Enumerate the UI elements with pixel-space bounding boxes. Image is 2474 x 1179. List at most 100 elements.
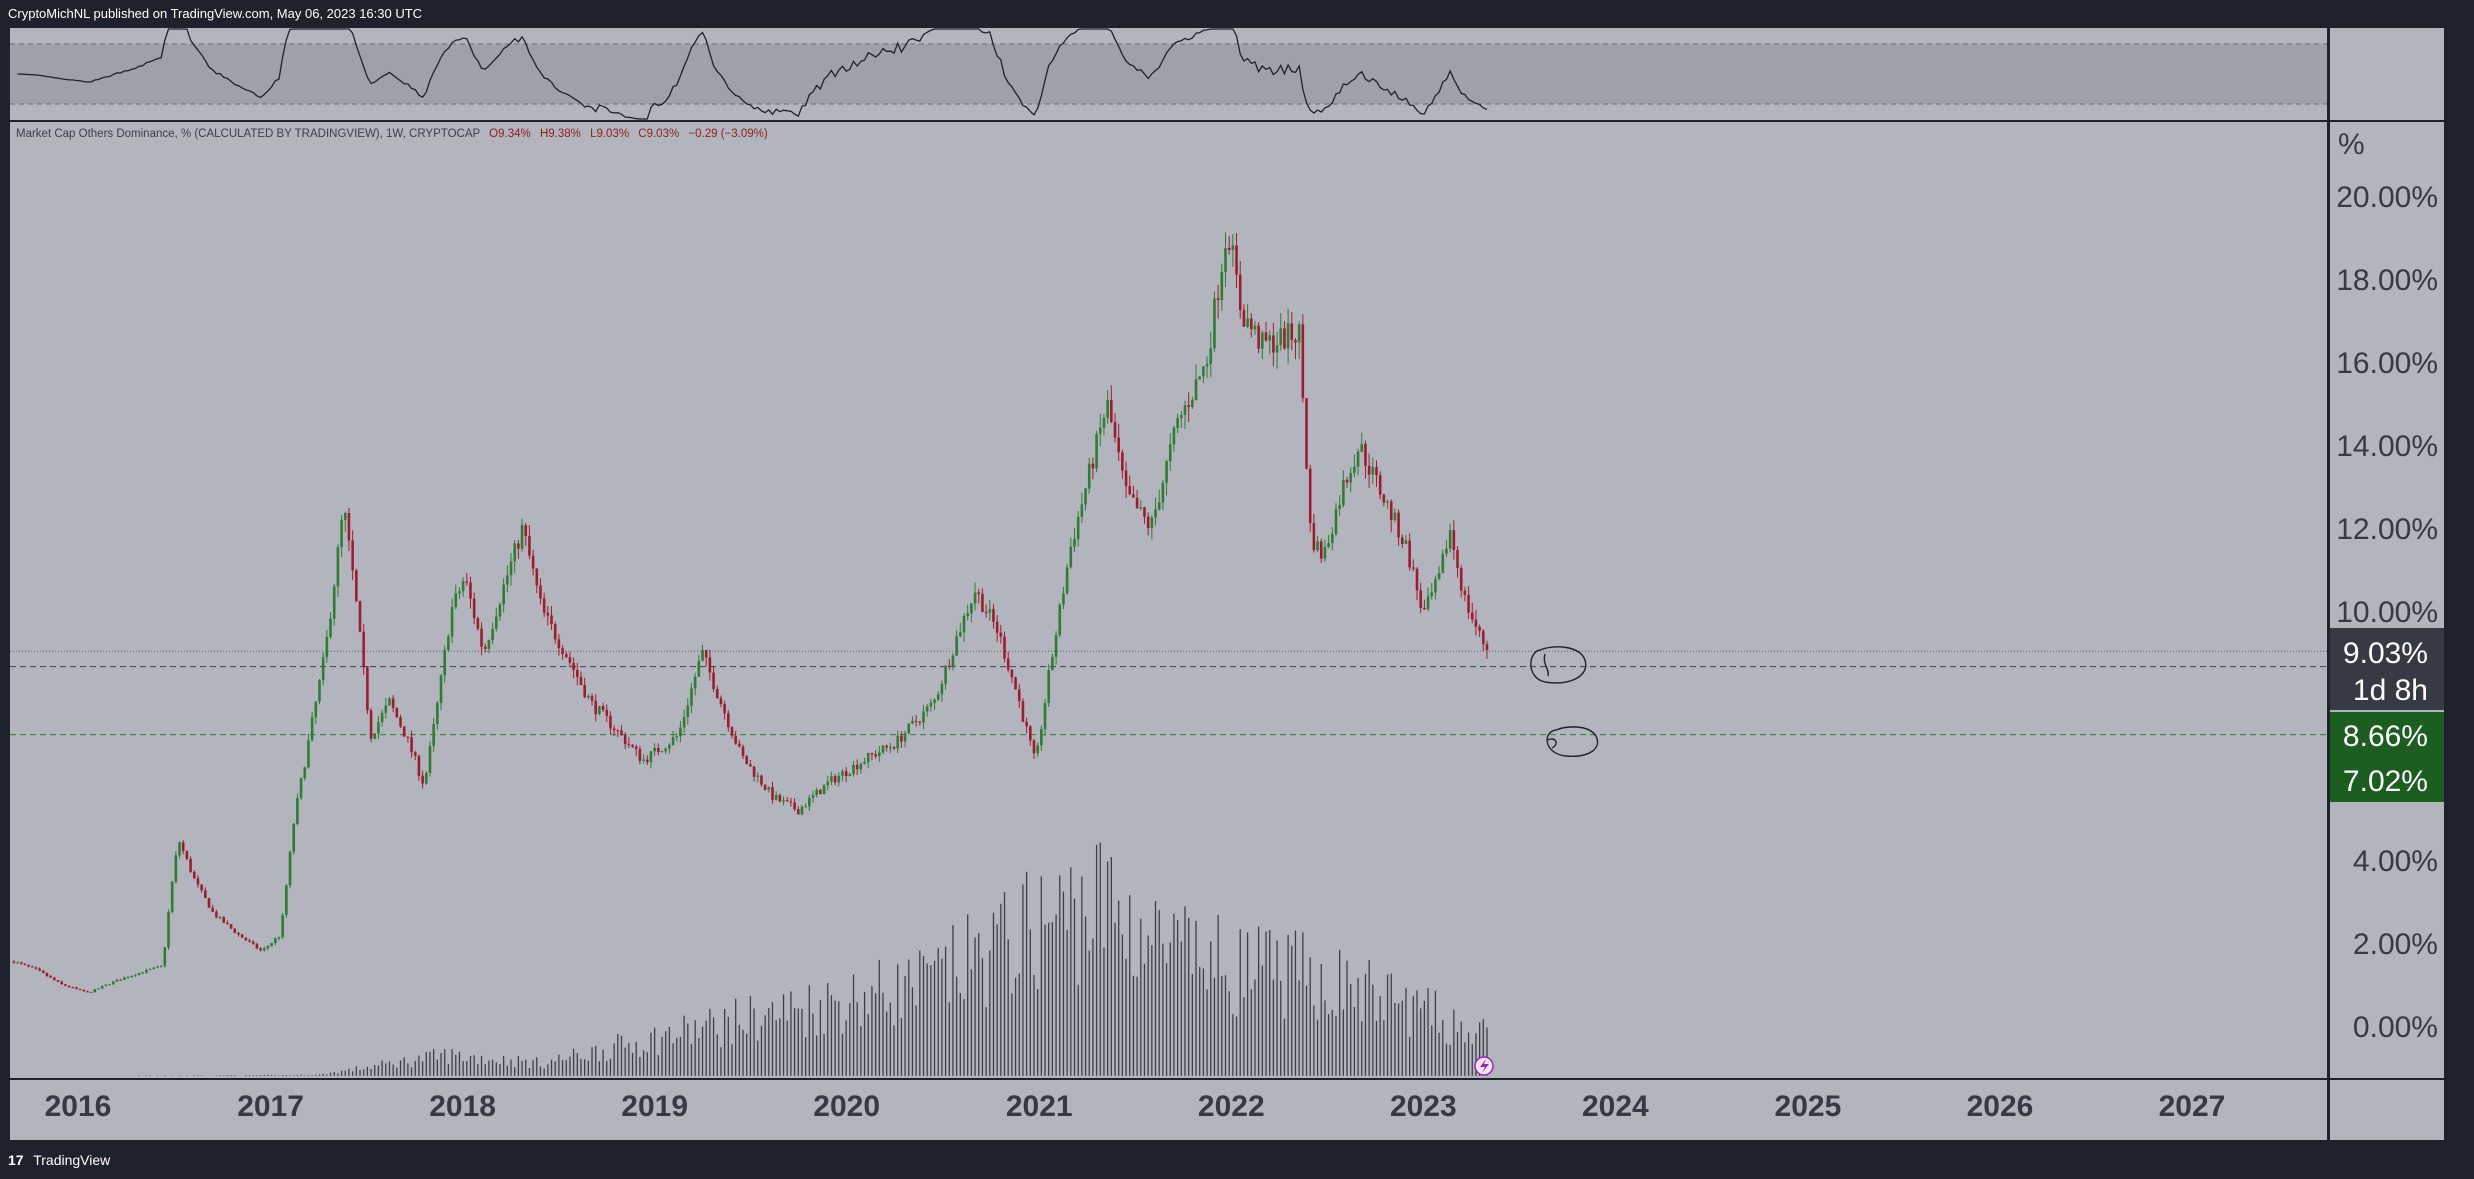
candle-body: [454, 593, 458, 608]
chart-legend[interactable]: Market Cap Others Dominance, % (CALCULAT…: [16, 128, 774, 140]
candle-body: [1202, 366, 1205, 377]
candle-body: [1294, 340, 1297, 343]
candle-body: [1382, 494, 1386, 503]
candle-body: [988, 609, 992, 613]
legend-values: O9.34% H9.38% L9.03% C9.03% −0.29 (−3.09…: [489, 128, 774, 140]
candle-body: [16, 962, 19, 964]
candle-body: [1179, 415, 1183, 419]
candle-body: [509, 561, 513, 576]
candle-body: [130, 975, 133, 978]
candle-body: [1338, 505, 1341, 509]
time-axis[interactable]: [10, 1080, 2328, 1140]
candle-body: [918, 721, 922, 723]
candle-body: [141, 972, 145, 974]
candle-body: [855, 764, 859, 770]
candle-body: [745, 756, 749, 765]
price-pane[interactable]: [10, 122, 2328, 1078]
indicator-band: [10, 44, 2328, 104]
candle-body: [314, 701, 318, 718]
candle-body: [218, 917, 222, 919]
candle-body: [262, 948, 266, 951]
candle-body: [351, 540, 354, 571]
candle-body: [649, 751, 653, 763]
candle-body: [1481, 630, 1485, 645]
x-tick-label: 2018: [429, 1090, 496, 1123]
candle-body: [962, 616, 966, 633]
candle-body: [200, 884, 203, 891]
candle-body: [1132, 494, 1135, 498]
x-tick-label: 2023: [1390, 1090, 1457, 1123]
candle-body: [192, 871, 196, 879]
candle-body: [1121, 452, 1124, 471]
candle-body: [296, 798, 299, 824]
candle-body: [78, 988, 82, 990]
price-scale[interactable]: [2330, 122, 2444, 1078]
candle-body: [1345, 479, 1349, 483]
candle-body: [1227, 248, 1231, 250]
candle-body: [307, 740, 310, 768]
candle-body: [181, 842, 185, 851]
candle-body: [207, 898, 211, 908]
candle-body: [660, 751, 664, 753]
candle-body: [1408, 540, 1411, 568]
candle-body: [1437, 573, 1441, 580]
candle-body: [82, 989, 86, 992]
candle-body: [1143, 507, 1146, 517]
x-tick-label: 2019: [621, 1090, 688, 1123]
candle-body: [1165, 461, 1168, 483]
candle-body: [277, 937, 281, 939]
candle-body: [71, 987, 75, 989]
candle-body: [498, 604, 502, 617]
candle-body: [767, 787, 771, 790]
candle-body: [1168, 444, 1172, 462]
candle-body: [572, 662, 575, 671]
candle-body: [1371, 466, 1375, 475]
candle-body: [550, 615, 553, 625]
legend-open: O9.34%: [489, 128, 531, 140]
candle-body: [900, 735, 903, 742]
x-tick-label: 2025: [1775, 1090, 1842, 1123]
candle-body: [163, 947, 167, 966]
x-tick-label: 2024: [1582, 1090, 1649, 1123]
candle-body: [1246, 318, 1249, 327]
candle-body: [1441, 553, 1445, 574]
candle-body: [388, 698, 391, 706]
candle-body: [513, 543, 516, 562]
candle-body: [1040, 729, 1043, 746]
candle-body: [56, 980, 60, 982]
candle-body: [1213, 298, 1216, 349]
candle-body: [1456, 549, 1459, 568]
candle-body: [1110, 400, 1113, 423]
candle-body: [424, 772, 428, 784]
candle-body: [347, 512, 351, 541]
candle-body: [222, 917, 226, 923]
candle-body: [800, 806, 804, 815]
legend-low: L9.03%: [590, 128, 630, 140]
candle-body: [984, 611, 988, 613]
candle-body: [1220, 272, 1224, 301]
candle-body: [1113, 422, 1117, 438]
candle-body: [1404, 540, 1408, 544]
candle-body: [122, 977, 126, 980]
footer[interactable]: 17 TradingView: [0, 1141, 2474, 1179]
candle-body: [594, 700, 598, 715]
candle-body: [340, 520, 343, 547]
candle-body: [332, 586, 336, 619]
candle-body: [734, 735, 737, 744]
candle-body: [623, 734, 627, 745]
level-a-label: 8.66%: [2343, 720, 2428, 753]
candle-body: [992, 609, 995, 622]
y-tick-label: 0.00%: [2353, 1011, 2438, 1044]
candle-body: [145, 969, 148, 973]
indicator-scale: [2330, 28, 2444, 120]
candle-body: [1205, 363, 1209, 367]
candle-body: [704, 650, 708, 658]
candle-body: [366, 666, 369, 711]
candle-body: [1353, 466, 1356, 473]
candle-body: [229, 924, 233, 929]
candle-body: [561, 648, 564, 655]
candle-body: [384, 705, 388, 713]
candle-body: [568, 657, 572, 663]
candle-body: [771, 787, 774, 800]
